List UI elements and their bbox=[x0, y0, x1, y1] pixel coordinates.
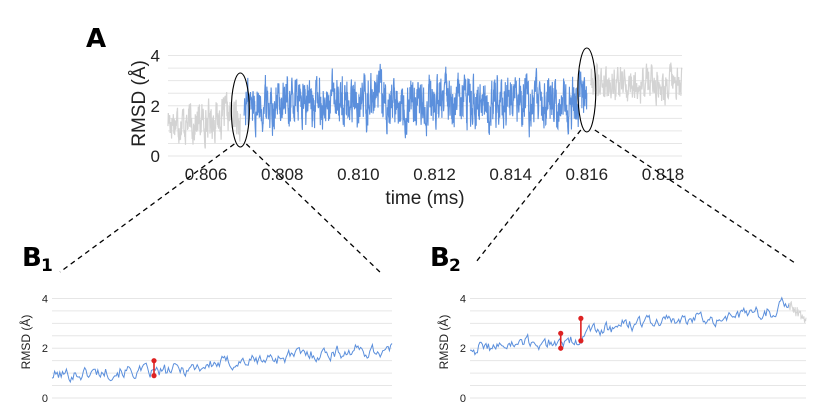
chart-a: 0240.8060.8080.8100.8120.8140.8160.818ti… bbox=[129, 47, 684, 209]
y-tick-label-chart-b1: 2 bbox=[42, 343, 48, 355]
series-selected-chart-b2 bbox=[469, 296, 790, 356]
x-tick-label-a: 0.812 bbox=[413, 165, 456, 184]
transition-point-chart-b2 bbox=[558, 330, 564, 336]
transition-point-chart-b2 bbox=[578, 338, 584, 344]
x-tick-label-a: 0.808 bbox=[261, 165, 304, 184]
chart-b1: 0 2 4 RMSD (Å) bbox=[18, 293, 393, 405]
panel-label-b2: B bbox=[430, 243, 450, 273]
panel-label-b1-subscript: 1 bbox=[41, 256, 53, 276]
y-axis-title-chart-b2: RMSD (Å) bbox=[436, 315, 451, 370]
x-tick-label-a: 0.806 bbox=[185, 165, 228, 184]
x-tick-label-a: 0.816 bbox=[566, 165, 609, 184]
transition-point-chart-b2 bbox=[578, 315, 584, 321]
series-context-a bbox=[590, 62, 683, 106]
y-axis-title-a: RMSD (Å) bbox=[129, 60, 150, 147]
y-tick-label-chart-b1: 0 bbox=[42, 393, 48, 405]
zoom-connector-line bbox=[475, 129, 582, 263]
transition-point-chart-b1 bbox=[151, 373, 157, 379]
zoom-connectors bbox=[59, 129, 796, 275]
panel-label-b2-subscript: 2 bbox=[449, 256, 461, 276]
y-tick-label-a: 4 bbox=[151, 47, 160, 66]
series-context-chart-b2 bbox=[788, 300, 807, 323]
y-tick-label-a: 2 bbox=[151, 97, 160, 116]
x-tick-label-a: 0.810 bbox=[337, 165, 380, 184]
y-tick-label-a: 0 bbox=[151, 147, 160, 166]
y-tick-label-chart-b1: 4 bbox=[42, 293, 48, 305]
y-tick-label-chart-b2: 2 bbox=[460, 343, 466, 355]
transition-point-chart-b1 bbox=[151, 358, 157, 364]
highlight-ellipse-a bbox=[230, 72, 250, 148]
series-selected-chart-b1 bbox=[51, 342, 393, 384]
highlight-ellipse-a bbox=[577, 47, 597, 133]
zoom-connector-line bbox=[59, 143, 235, 273]
chart-b2: 0 2 4 RMSD (Å) bbox=[436, 293, 807, 405]
transition-point-chart-b2 bbox=[558, 345, 564, 351]
zoom-connector-line bbox=[245, 143, 383, 275]
panel-label-a: A bbox=[86, 24, 106, 54]
y-tick-label-chart-b2: 4 bbox=[460, 293, 466, 305]
x-axis-title-a: time (ms) bbox=[385, 188, 464, 209]
series-selected-a bbox=[243, 63, 588, 139]
zoom-connector-line bbox=[594, 129, 796, 264]
panel-label-b1: B bbox=[22, 243, 42, 273]
y-tick-label-chart-b2: 0 bbox=[460, 393, 466, 405]
x-tick-label-a: 0.814 bbox=[489, 165, 532, 184]
y-axis-title-chart-b1: RMSD (Å) bbox=[18, 315, 33, 370]
series-context-a bbox=[167, 92, 241, 149]
